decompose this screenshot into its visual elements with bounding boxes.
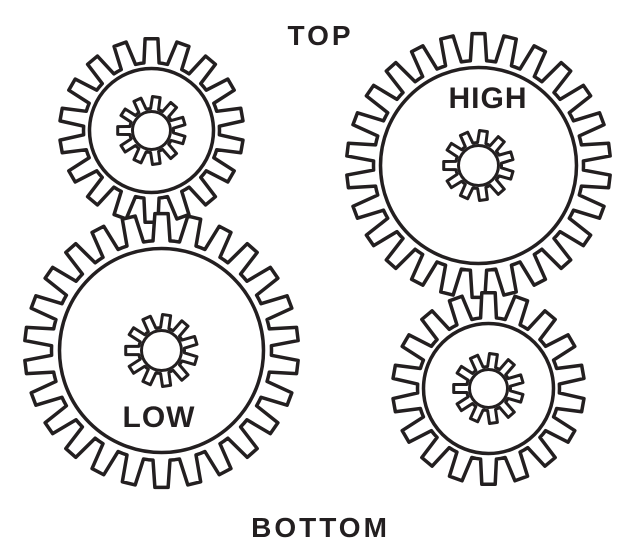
gear-top-right-large: [341, 28, 616, 303]
gear-icon: [341, 28, 616, 303]
gear-icon: [19, 208, 304, 493]
heading-bottom-text: BOTTOM: [251, 512, 390, 543]
label-low: LOW: [99, 401, 219, 435]
gear-icon: [54, 33, 249, 228]
gear-bottom-left-large: [19, 208, 304, 493]
heading-bottom: BOTTOM: [0, 512, 641, 544]
gear-bottom-right-small: [387, 287, 590, 490]
label-high: HIGH: [428, 82, 548, 116]
label-high-text: HIGH: [449, 82, 528, 115]
label-low-text: LOW: [123, 401, 196, 434]
gear-top-left-small: [54, 33, 249, 228]
gear-icon: [387, 287, 590, 490]
